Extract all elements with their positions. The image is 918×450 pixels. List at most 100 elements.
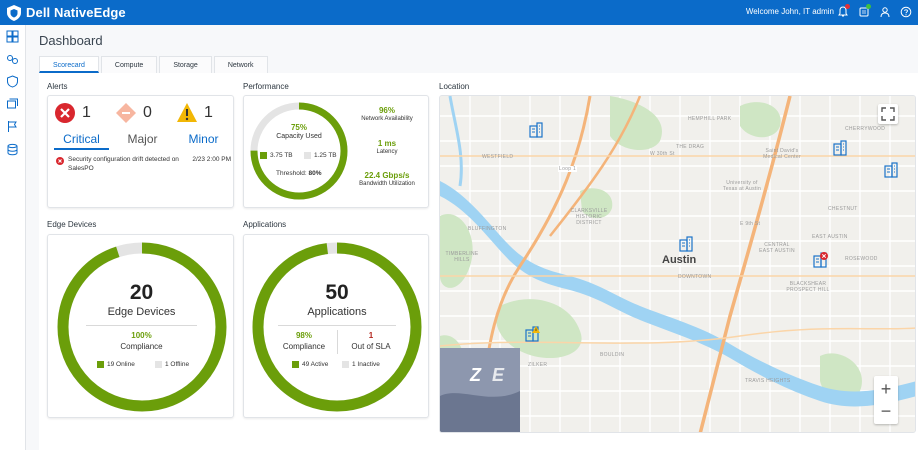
edge-devices-ring bbox=[57, 242, 227, 412]
alert-time: 2/23 2:00 PM bbox=[192, 156, 231, 163]
apps-inactive: 1 Inactive bbox=[352, 361, 380, 368]
map-label-travis-heights: TRAVIS HEIGHTS bbox=[745, 378, 791, 384]
map-label-the-drag: THE DRAG bbox=[676, 144, 705, 150]
apps-active-legend: 49 Active bbox=[292, 361, 328, 368]
edge-online-legend: 19 Online bbox=[97, 361, 135, 368]
alerts-title: Alerts bbox=[47, 82, 68, 91]
network-label: Network Availability bbox=[361, 116, 413, 122]
edge-ring-online bbox=[57, 242, 227, 412]
latency-metric: 1 ms Latency bbox=[347, 139, 427, 155]
capacity-used-legend: 3.75 TB bbox=[260, 152, 293, 159]
edge-offline-legend: 1 Offline bbox=[155, 361, 189, 368]
devices-icon[interactable] bbox=[6, 53, 19, 66]
active-swatch bbox=[292, 361, 299, 368]
tab-storage[interactable]: Storage bbox=[159, 56, 212, 73]
shield-logo-icon bbox=[7, 4, 21, 21]
welcome-text: Welcome John, IT admin bbox=[745, 7, 834, 16]
edge-label: Edge Devices bbox=[107, 306, 176, 318]
threshold: Threshold: 80% bbox=[276, 170, 322, 177]
security-icon[interactable] bbox=[6, 75, 19, 88]
map-label-chestnut: CHESTNUT bbox=[828, 206, 858, 212]
zoom-controls: + − bbox=[874, 376, 898, 424]
location-map[interactable]: Z E WESTFIELD THE DRAG W 30th St Univers… bbox=[439, 95, 916, 433]
zoom-out-button[interactable]: − bbox=[880, 401, 892, 421]
help-icon[interactable] bbox=[899, 5, 912, 18]
critical-count: 1 bbox=[82, 104, 91, 121]
map-label-bluffington: BLUFFINGTON bbox=[468, 226, 507, 232]
site-marker-building-icon[interactable] bbox=[832, 140, 848, 156]
site-marker-critical-building-icon[interactable] bbox=[812, 252, 828, 268]
map-label-blackshear: BLACKSHEAR PROSPECT HILL bbox=[786, 281, 830, 293]
svg-text:Z: Z bbox=[469, 365, 482, 385]
free-value: 1.25 TB bbox=[314, 152, 337, 159]
brand-title: Dell NativeEdge bbox=[26, 5, 126, 20]
map-label-cherrywood: CHERRYWOOD bbox=[845, 126, 886, 132]
tab-scorecard[interactable]: Scorecard bbox=[39, 56, 99, 73]
capacity-ring bbox=[250, 102, 348, 200]
map-label-zilker: ZILKER bbox=[528, 362, 548, 368]
site-marker-building-icon[interactable] bbox=[883, 162, 899, 178]
tab-network[interactable]: Network bbox=[213, 56, 268, 73]
bell-icon[interactable] bbox=[836, 4, 850, 18]
fullscreen-icon bbox=[881, 107, 895, 121]
applications-icon[interactable] bbox=[6, 97, 19, 110]
location-title: Location bbox=[439, 82, 470, 91]
map-label-timberline: TIMBERLINE HILLS bbox=[445, 251, 479, 263]
critical-label: Critical bbox=[54, 132, 109, 150]
apps-sla-value: 1 bbox=[368, 331, 374, 340]
dashboard-icon[interactable] bbox=[6, 30, 19, 43]
threshold-label: Threshold: bbox=[276, 170, 307, 177]
network-value: 96% bbox=[378, 106, 395, 115]
apps-compliance-label: Compliance bbox=[282, 342, 326, 351]
map-city-label: Austin bbox=[662, 254, 697, 266]
online-swatch bbox=[97, 361, 104, 368]
warning-icon bbox=[177, 103, 197, 122]
scorecard-panel: Alerts 1 Critical 0 Major 1 Minor Securi… bbox=[39, 73, 918, 450]
bandwidth-metric: 22.4 Gbps/s Bandwidth Utilization bbox=[347, 171, 427, 187]
apps-inactive-legend: 1 Inactive bbox=[342, 361, 380, 368]
map-label-ut: University of Texas at Austin bbox=[722, 180, 762, 192]
applications-title: Applications bbox=[243, 220, 287, 229]
page-title: Dashboard bbox=[39, 33, 103, 48]
zoom-in-button[interactable]: + bbox=[880, 379, 892, 399]
performance-title: Performance bbox=[243, 82, 289, 91]
dell-logo[interactable]: Dell NativeEdge bbox=[7, 4, 126, 21]
site-marker-building-icon[interactable] bbox=[678, 236, 694, 252]
apps-vertical-divider bbox=[337, 330, 338, 354]
main-content: Dashboard Scorecard Compute Storage Netw… bbox=[26, 25, 918, 450]
inactive-swatch bbox=[342, 361, 349, 368]
alert-list-item[interactable]: Security configuration drift detected on… bbox=[56, 156, 231, 176]
minor-label: Minor bbox=[188, 132, 219, 146]
fullscreen-button[interactable] bbox=[878, 104, 898, 124]
map-label-central-east: CENTRAL EAST AUSTIN bbox=[759, 242, 795, 254]
map-label-loop: Loop 1 bbox=[558, 166, 578, 172]
map-background: Z E bbox=[440, 96, 915, 432]
latency-label: Latency bbox=[376, 149, 398, 155]
performance-card: 75% Capacity Used 3.75 TB 1.25 TB Thresh… bbox=[243, 95, 429, 208]
tasks-icon[interactable] bbox=[857, 4, 871, 18]
edge-compliance-label: Compliance bbox=[120, 342, 163, 351]
apps-divider bbox=[278, 325, 396, 326]
capacity-label: Capacity Used bbox=[276, 133, 322, 140]
apps-ring-active bbox=[252, 242, 422, 412]
bell-badge bbox=[845, 4, 850, 9]
map-label-east-austin: EAST AUSTIN bbox=[812, 234, 848, 240]
apps-label: Applications bbox=[307, 306, 367, 318]
site-marker-warning-building-icon[interactable] bbox=[524, 326, 540, 342]
site-marker-building-icon[interactable] bbox=[528, 122, 544, 138]
storage-icon[interactable] bbox=[6, 143, 19, 156]
top-bar: Dell NativeEdge Welcome John, IT admin bbox=[0, 0, 918, 25]
edge-divider bbox=[86, 325, 197, 326]
apps-active: 49 Active bbox=[302, 361, 329, 368]
apps-sla-label: Out of SLA bbox=[351, 342, 391, 351]
threshold-value: 80% bbox=[308, 170, 322, 177]
edge-devices-card: 20 Edge Devices 100% Compliance 19 Onlin… bbox=[47, 234, 234, 418]
critical-icon bbox=[55, 103, 75, 123]
tab-compute[interactable]: Compute bbox=[100, 56, 158, 73]
capacity-free-legend: 1.25 TB bbox=[304, 152, 337, 159]
used-swatch bbox=[260, 152, 267, 159]
user-icon[interactable] bbox=[878, 5, 891, 18]
flag-icon[interactable] bbox=[6, 120, 19, 133]
tasks-badge bbox=[866, 4, 871, 9]
major-label: Major bbox=[127, 132, 158, 146]
